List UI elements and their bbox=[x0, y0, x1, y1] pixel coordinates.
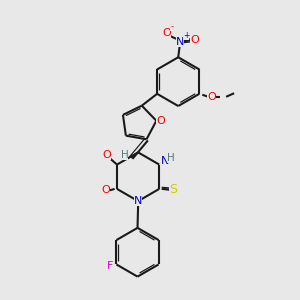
Text: O: O bbox=[208, 92, 216, 102]
Text: H: H bbox=[167, 153, 174, 163]
Text: +: + bbox=[183, 31, 189, 40]
Text: O: O bbox=[156, 116, 165, 126]
Text: N: N bbox=[176, 37, 184, 47]
Text: F: F bbox=[107, 261, 114, 271]
Text: S: S bbox=[169, 183, 178, 196]
Text: N: N bbox=[134, 196, 142, 206]
Text: O: O bbox=[190, 35, 199, 45]
Text: H: H bbox=[121, 150, 128, 160]
Text: N: N bbox=[161, 156, 170, 166]
Text: O: O bbox=[101, 185, 110, 195]
Text: O: O bbox=[162, 28, 171, 38]
Text: -: - bbox=[170, 22, 173, 31]
Text: O: O bbox=[102, 150, 111, 160]
